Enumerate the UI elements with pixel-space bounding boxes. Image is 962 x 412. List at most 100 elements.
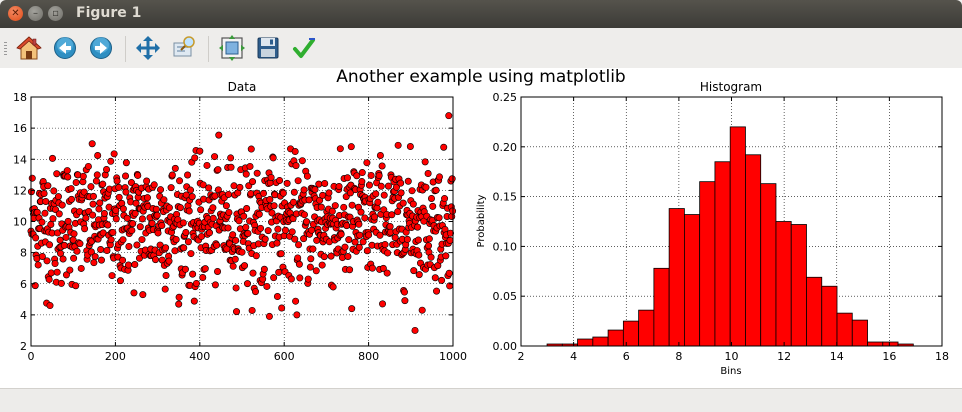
scatter-point	[54, 193, 62, 201]
scatter-point	[196, 147, 204, 155]
scatter-point	[438, 276, 446, 284]
toolbar-grip[interactable]	[4, 42, 7, 56]
scatter-point	[158, 221, 166, 229]
scatter-point	[400, 288, 408, 296]
scatter-point	[295, 241, 303, 249]
scatter-point	[356, 231, 364, 239]
scatter-point	[157, 186, 165, 194]
zoom-button[interactable]	[169, 33, 199, 63]
scatter-point	[243, 280, 251, 288]
scatter-point	[347, 143, 355, 151]
scatter-point	[95, 205, 103, 213]
x-tick-label: 0	[28, 350, 35, 363]
scatter-point	[148, 219, 156, 227]
scatter-point	[103, 247, 111, 255]
scatter-point	[343, 222, 351, 230]
scatter-point	[176, 177, 184, 185]
scatter-point	[446, 236, 454, 244]
edit-button[interactable]	[289, 33, 319, 63]
scatter-point	[421, 158, 429, 166]
scatter-point	[445, 269, 453, 277]
scatter-point	[300, 186, 308, 194]
scatter-point	[244, 229, 252, 237]
scatter-point	[223, 245, 231, 253]
scatter-point	[435, 173, 443, 181]
scatter-point	[343, 174, 351, 182]
save-button[interactable]	[253, 33, 283, 63]
scatter-point	[281, 226, 289, 234]
histogram-bar	[836, 312, 853, 347]
scatter-point	[379, 300, 387, 308]
scatter-point	[211, 192, 219, 200]
histogram-axes[interactable]: 2 4 6 8 10 12 14 16 18 0.00 0.05 0.10 0.15 0.20 0.25 H…	[476, 80, 949, 377]
back-button[interactable]	[50, 33, 80, 63]
scatter-point	[82, 214, 90, 222]
forward-button[interactable]	[86, 33, 116, 63]
x-axis-label: Bins	[720, 366, 741, 377]
x-tick-label: 200	[105, 350, 126, 363]
scatter-point	[335, 182, 343, 190]
scatter-point	[372, 190, 380, 198]
scatter-point	[66, 266, 74, 274]
scatter-point	[72, 282, 80, 290]
save-icon	[257, 37, 279, 59]
maximize-button[interactable]: ▫	[48, 6, 63, 21]
scatter-point	[388, 211, 396, 219]
scatter-point	[72, 179, 80, 187]
histogram-bar	[867, 341, 884, 347]
scatter-point	[165, 257, 173, 265]
scatter-point	[131, 261, 139, 269]
scatter-point	[70, 254, 78, 262]
minimize-button[interactable]: –	[28, 6, 43, 21]
scatter-point	[252, 252, 260, 260]
scatter-point	[224, 224, 232, 232]
scatter-point	[64, 217, 72, 225]
scatter-point	[368, 264, 376, 272]
scatter-point	[273, 239, 281, 247]
scatter-point	[399, 199, 407, 207]
data-scatter-axes[interactable]: 0 200 400 600 800 1000 2 4 6 8 10 12 14 16 18 Data	[13, 80, 467, 363]
scatter-point	[41, 209, 49, 217]
close-button[interactable]: ✕	[8, 6, 23, 21]
scatter-point	[243, 204, 251, 212]
figure-canvas[interactable]: Another example using matplotlib 0 200 400…	[0, 67, 962, 388]
scatter-point	[232, 236, 240, 244]
scatter-point	[122, 172, 130, 180]
scatter-point	[112, 206, 120, 214]
scatter-point	[209, 204, 217, 212]
scatter-point	[357, 208, 365, 216]
subplots-button[interactable]	[217, 33, 247, 63]
histogram-bar	[821, 285, 838, 347]
pan-button[interactable]	[133, 33, 163, 63]
scatter-point	[279, 189, 287, 197]
scatter-point	[40, 189, 48, 197]
scatter-point	[214, 267, 222, 275]
histogram-bar	[699, 181, 716, 347]
scatter-point	[291, 148, 299, 156]
scatter-point	[318, 261, 326, 269]
x-tick-label: 1000	[439, 350, 467, 363]
scatter-point	[303, 172, 311, 180]
x-tick-label: 16	[882, 350, 896, 363]
scatter-point	[64, 173, 72, 181]
scatter-point	[45, 275, 53, 283]
scatter-point	[358, 169, 366, 177]
scatter-point	[227, 163, 235, 171]
home-button[interactable]	[14, 33, 44, 63]
navigation-toolbar	[0, 28, 962, 69]
histogram-bar	[851, 319, 868, 347]
scatter-point	[394, 141, 402, 149]
scatter-point	[151, 256, 159, 264]
scatter-point	[104, 221, 112, 229]
scatter-point	[411, 326, 419, 334]
scatter-point	[384, 182, 392, 190]
scatter-point	[294, 177, 302, 185]
scatter-point	[427, 253, 435, 261]
y-tick-label: 12	[13, 184, 27, 197]
scatter-point	[132, 199, 140, 207]
scatter-point	[261, 235, 269, 243]
scatter-point	[289, 198, 297, 206]
scatter-point	[442, 252, 450, 260]
scatter-point	[287, 275, 295, 283]
scatter-point	[92, 177, 100, 185]
